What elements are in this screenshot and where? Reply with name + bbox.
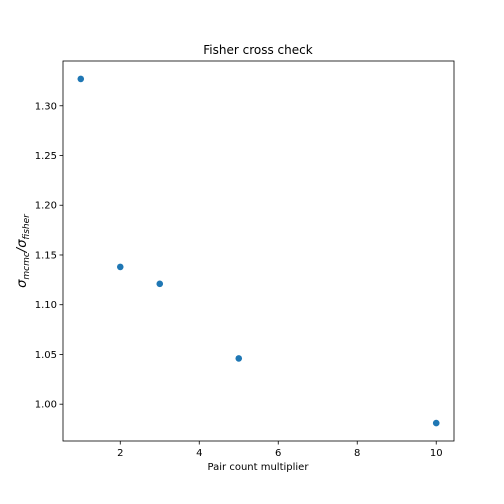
x-tick-label: 2 xyxy=(117,448,123,459)
data-point xyxy=(116,263,124,271)
data-point xyxy=(77,75,85,83)
x-tick-label: 4 xyxy=(196,448,202,459)
y-tick-label: 1.10 xyxy=(35,300,57,311)
y-tick-label: 1.15 xyxy=(35,250,57,261)
axes-frame xyxy=(62,60,455,442)
data-point xyxy=(235,355,243,362)
y-tick-label: 1.25 xyxy=(35,151,57,162)
x-tick-label: 8 xyxy=(354,448,360,459)
y-tick-label: 1.20 xyxy=(35,201,57,212)
chart-title: Fisher cross check xyxy=(203,43,312,57)
y-tick-label: 1.30 xyxy=(35,101,57,112)
data-point xyxy=(432,419,440,427)
y-tick-label: 1.00 xyxy=(35,400,57,411)
x-tick-label: 10 xyxy=(430,448,443,459)
y-tick-label: 1.05 xyxy=(35,350,57,361)
plot-area: 2 4 6 8 10 1.00 1.05 1.10 1.15 1.20 1.25 1.30 xyxy=(35,75,443,459)
x-axis-label: Pair count multiplier xyxy=(208,462,310,473)
y-axis-label: σmcmc/σfisher xyxy=(15,213,32,288)
data-point xyxy=(156,280,164,288)
x-tick-label: 6 xyxy=(275,448,281,459)
